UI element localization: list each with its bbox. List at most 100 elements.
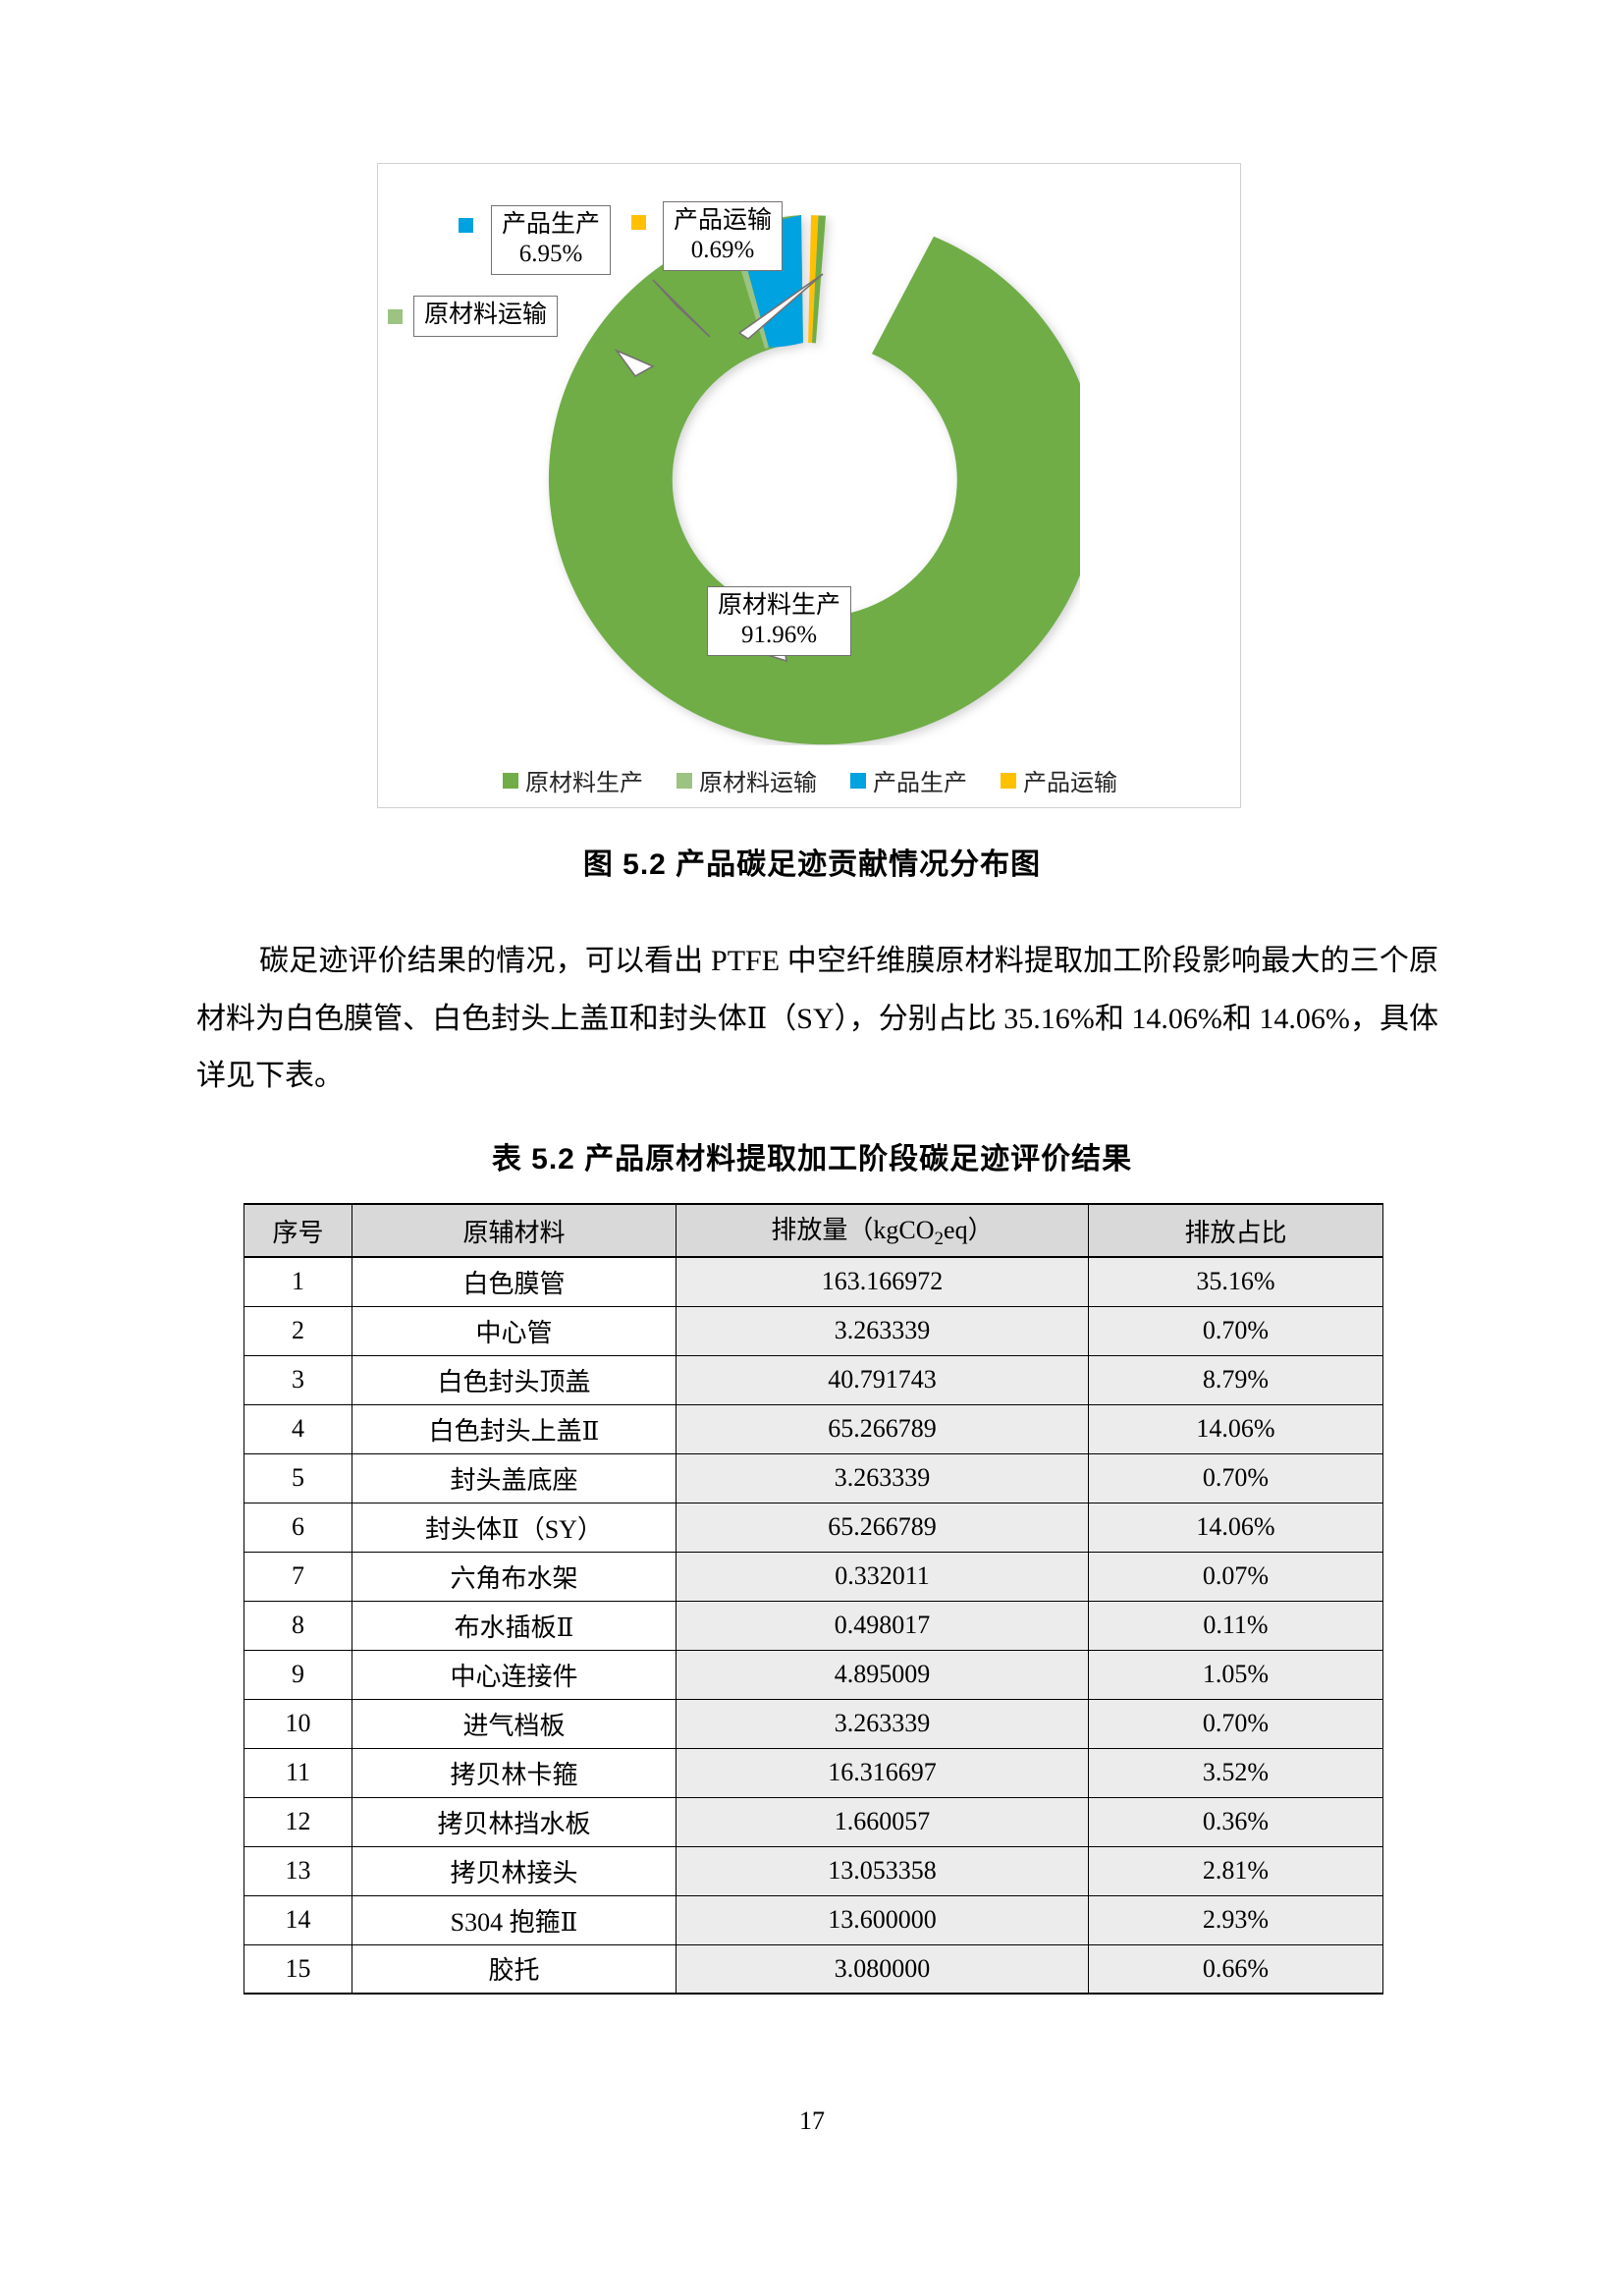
page-number: 17 bbox=[799, 2106, 825, 2135]
table-row: 13 拷贝林接头 13.053358 2.81% bbox=[244, 1845, 1383, 1896]
callout-product-production: 产品生产 6.95% bbox=[491, 205, 612, 275]
legend-item-product-production: 产品生产 bbox=[850, 763, 967, 797]
cell-share: 3.52% bbox=[1088, 1747, 1383, 1798]
table-row: 5 封头盖底座 3.263339 0.70% bbox=[244, 1452, 1383, 1503]
cell-no: 14 bbox=[244, 1894, 352, 1945]
cell-material: 中心连接件 bbox=[352, 1649, 677, 1700]
table-caption: 表 5.2 产品原材料提取加工阶段碳足迹评价结果 bbox=[491, 1143, 1133, 1175]
cell-emission: 0.498017 bbox=[676, 1600, 1089, 1651]
cell-emission: 40.791743 bbox=[676, 1354, 1089, 1405]
column-header-no: 序号 bbox=[244, 1203, 352, 1258]
cell-no: 5 bbox=[244, 1452, 352, 1503]
cell-material: 白色封头顶盖 bbox=[352, 1354, 677, 1405]
cell-material: 白色封头上盖Ⅱ bbox=[352, 1403, 677, 1454]
cell-share: 35.16% bbox=[1088, 1256, 1383, 1307]
cell-material: 封头盖底座 bbox=[352, 1452, 677, 1503]
cell-no: 6 bbox=[244, 1502, 352, 1553]
cell-emission: 13.053358 bbox=[676, 1845, 1089, 1896]
cell-material: 拷贝林卡箍 bbox=[352, 1747, 677, 1798]
cell-no: 1 bbox=[244, 1256, 352, 1307]
column-header-emission-pre: 排放量（kgCO bbox=[771, 1216, 935, 1245]
table-row: 15 胶托 3.080000 0.66% bbox=[244, 1943, 1383, 1995]
chart-legend: 原材料生产 原材料运输 产品生产 产品运输 bbox=[378, 763, 1242, 797]
legend-item-raw-production: 原材料生产 bbox=[503, 763, 643, 797]
legend-swatch-raw-production-icon bbox=[503, 772, 518, 789]
callout-raw-transport: 原材料运输 bbox=[413, 296, 559, 337]
table-row: 12 拷贝林挡水板 1.660057 0.36% bbox=[244, 1796, 1383, 1847]
slice-raw-production bbox=[548, 215, 1080, 745]
cell-no: 7 bbox=[244, 1551, 352, 1602]
cell-share: 2.93% bbox=[1088, 1894, 1383, 1945]
column-header-emission-sub: 2 bbox=[934, 1229, 945, 1250]
callout-value: 6.95% bbox=[518, 240, 583, 267]
doughnut-chart bbox=[530, 215, 1080, 745]
table-body: 1 白色膜管 163.166972 35.16% 2 中心管 3.263339 0.70% 3 白… bbox=[244, 1256, 1383, 1995]
callout-raw-production: 原材料生产 91.96% bbox=[707, 586, 852, 656]
column-header-emission: 排放量（kgCO2eq） bbox=[676, 1203, 1089, 1258]
table-row: 6 封头体Ⅱ（SY） 65.266789 14.06% bbox=[244, 1502, 1383, 1553]
cell-share: 0.11% bbox=[1088, 1600, 1383, 1651]
callout-label: 原材料运输 bbox=[424, 301, 548, 328]
cell-no: 9 bbox=[244, 1649, 352, 1700]
cell-no: 12 bbox=[244, 1796, 352, 1847]
column-header-share: 排放占比 bbox=[1088, 1203, 1383, 1258]
legend-label: 产品运输 bbox=[1023, 770, 1117, 796]
cell-emission: 3.080000 bbox=[676, 1943, 1089, 1995]
cell-share: 14.06% bbox=[1088, 1403, 1383, 1454]
table-row: 14 S304 抱箍Ⅱ 13.600000 2.93% bbox=[244, 1894, 1383, 1945]
cell-no: 4 bbox=[244, 1403, 352, 1454]
doughnut-svg bbox=[548, 215, 1080, 745]
cell-share: 0.07% bbox=[1088, 1551, 1383, 1602]
cell-material: 中心管 bbox=[352, 1305, 677, 1356]
cell-share: 0.36% bbox=[1088, 1796, 1383, 1847]
callout-label: 原材料生产 bbox=[718, 592, 841, 619]
cell-share: 0.70% bbox=[1088, 1305, 1383, 1356]
cell-material: 胶托 bbox=[352, 1943, 677, 1995]
cell-emission: 16.316697 bbox=[676, 1747, 1089, 1798]
legend-label: 原材料生产 bbox=[525, 770, 643, 796]
legend-swatch-product-transport-icon bbox=[1001, 772, 1016, 789]
table-row: 4 白色封头上盖Ⅱ 65.266789 14.06% bbox=[244, 1403, 1383, 1454]
cell-emission: 163.166972 bbox=[676, 1256, 1089, 1307]
legend-swatch-product-production-icon bbox=[850, 772, 866, 789]
table-row: 8 布水插板Ⅱ 0.498017 0.11% bbox=[244, 1600, 1383, 1651]
table-header-row: 序号 原辅材料 排放量（kgCO2eq） 排放占比 bbox=[244, 1203, 1383, 1258]
table-row: 7 六角布水架 0.332011 0.07% bbox=[244, 1551, 1383, 1602]
cell-share: 0.66% bbox=[1088, 1943, 1383, 1995]
cell-no: 10 bbox=[244, 1698, 352, 1749]
cell-no: 15 bbox=[244, 1943, 352, 1995]
table-row: 3 白色封头顶盖 40.791743 8.79% bbox=[244, 1354, 1383, 1405]
cell-material: 拷贝林接头 bbox=[352, 1845, 677, 1896]
carbon-footprint-table: 序号 原辅材料 排放量（kgCO2eq） 排放占比 1 白色膜管 163.16697… bbox=[244, 1203, 1383, 1995]
cell-no: 8 bbox=[244, 1600, 352, 1651]
table-row: 9 中心连接件 4.895009 1.05% bbox=[244, 1649, 1383, 1700]
table-row: 2 中心管 3.263339 0.70% bbox=[244, 1305, 1383, 1356]
body-paragraph: 碳足迹评价结果的情况，可以看出 PTFE 中空纤维膜原材料提取加工阶段影响最大的… bbox=[196, 945, 1438, 1092]
cell-material: 白色膜管 bbox=[352, 1256, 677, 1307]
cell-emission: 3.263339 bbox=[676, 1698, 1089, 1749]
chart-container: 产品生产 6.95% 产品运输 0.69% 原材料运输 原材料生产 91.96%… bbox=[377, 163, 1241, 808]
cell-no: 2 bbox=[244, 1305, 352, 1356]
figure-caption: 图 5.2 产品碳足迹贡献情况分布图 bbox=[582, 848, 1042, 881]
cell-no: 3 bbox=[244, 1354, 352, 1405]
cell-material: 六角布水架 bbox=[352, 1551, 677, 1602]
cell-share: 0.70% bbox=[1088, 1452, 1383, 1503]
legend-mark-raw-transport-icon bbox=[388, 309, 403, 324]
cell-no: 13 bbox=[244, 1845, 352, 1896]
cell-material: 布水插板Ⅱ bbox=[352, 1600, 677, 1651]
cell-emission: 3.263339 bbox=[676, 1452, 1089, 1503]
cell-share: 8.79% bbox=[1088, 1354, 1383, 1405]
cell-emission: 0.332011 bbox=[676, 1551, 1089, 1602]
cell-material: 拷贝林挡水板 bbox=[352, 1796, 677, 1847]
legend-mark-product-transport-icon bbox=[631, 215, 646, 230]
cell-share: 14.06% bbox=[1088, 1502, 1383, 1553]
table-row: 11 拷贝林卡箍 16.316697 3.52% bbox=[244, 1747, 1383, 1798]
cell-material: 进气档板 bbox=[352, 1698, 677, 1749]
cell-emission: 65.266789 bbox=[676, 1502, 1089, 1553]
legend-swatch-raw-transport-icon bbox=[677, 772, 692, 789]
chart-plot-area: 产品生产 6.95% 产品运输 0.69% 原材料运输 原材料生产 91.96% bbox=[378, 164, 1242, 753]
cell-emission: 4.895009 bbox=[676, 1649, 1089, 1700]
legend-item-raw-transport: 原材料运输 bbox=[677, 763, 817, 797]
legend-label: 产品生产 bbox=[873, 770, 967, 796]
